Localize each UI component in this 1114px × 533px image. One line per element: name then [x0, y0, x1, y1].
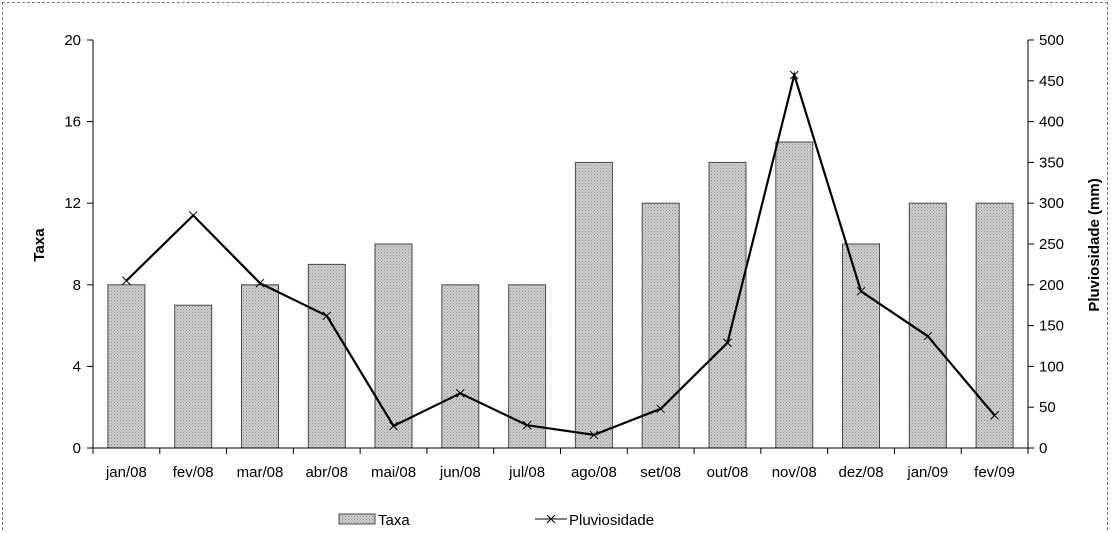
bars-layer — [107, 141, 1014, 449]
pluviosidade-point-jan-08 — [122, 276, 131, 286]
legend-marker-line — [546, 514, 556, 524]
x-tick-label: mai/08 — [371, 464, 416, 481]
y-tick-label-right: 150 — [1039, 318, 1064, 335]
bar-fev-09 — [975, 202, 1014, 449]
y-tick-label-right: 400 — [1039, 114, 1064, 131]
x-tick-label: fev/08 — [173, 464, 214, 481]
x-tick-label: jul/08 — [508, 464, 545, 481]
y-tick-label-right: 200 — [1039, 277, 1064, 294]
pluviosidade-point-ago-08 — [589, 430, 599, 440]
legend: Taxa Pluviosidade — [338, 512, 654, 529]
bar-nov-08 — [775, 141, 814, 449]
x-tick-label: ago/08 — [571, 464, 617, 481]
legend-label-pluviosidade: Pluviosidade — [569, 512, 654, 529]
x-tick-label: jan/08 — [105, 464, 147, 481]
pluviosidade-line — [125, 71, 996, 437]
pluviosidade-point-abr-08 — [322, 311, 332, 321]
pluviosidade-point-mai-08 — [389, 421, 398, 431]
y-tick-label-right: 350 — [1039, 154, 1064, 171]
pluviosidade-point-jan-09 — [923, 331, 933, 341]
y-tick-label-right: 300 — [1039, 195, 1064, 212]
bar-set-08 — [641, 202, 680, 449]
bar-dez-08 — [842, 243, 880, 449]
pluviosidade-point-nov-08 — [789, 70, 799, 80]
bar-jan-08 — [107, 284, 146, 449]
x-tick-label: jun/08 — [439, 464, 481, 481]
y-tick-label-left: 20 — [64, 32, 81, 49]
y-tick-label-right: 0 — [1039, 440, 1047, 457]
pluviosidade-point-fev-08 — [188, 211, 198, 220]
pluviosidade-point-jun-08 — [455, 388, 465, 398]
x-tick-label: dez/08 — [839, 464, 884, 481]
y-tick-label-left: 8 — [73, 277, 81, 294]
y-tick-label-right: 450 — [1039, 73, 1064, 90]
y-tick-label-right: 500 — [1039, 32, 1064, 49]
x-tick-label: fev/09 — [974, 464, 1015, 481]
y-tick-label-right: 250 — [1039, 236, 1064, 253]
bar-out-08 — [708, 161, 747, 449]
legend-swatch-taxa — [338, 513, 376, 525]
pluviosidade-point-dez-08 — [856, 286, 866, 296]
bar-jan-09 — [908, 202, 947, 449]
bar-abr-08 — [307, 263, 346, 449]
x-tick-label: abr/08 — [305, 464, 348, 481]
x-tick-label: out/08 — [707, 464, 749, 481]
x-tick-label: jan/09 — [906, 464, 948, 481]
y-axis-title-right: Pluviosidade (mm) — [1086, 178, 1103, 311]
y-tick-label-left: 4 — [73, 358, 81, 375]
pluviosidade-point-fev-09 — [990, 411, 999, 420]
y-axis-title-left: Taxa — [31, 228, 48, 262]
line-layer — [122, 70, 999, 440]
pluviosidade-point-set-08 — [656, 404, 666, 414]
x-tick-label: nov/08 — [772, 464, 817, 481]
y-tick-label-left: 0 — [73, 440, 81, 457]
bar-mar-08 — [241, 284, 279, 449]
bar-ago-08 — [574, 161, 613, 449]
pluviosidade-point-jul-08 — [522, 420, 532, 430]
y-tick-label-left: 12 — [64, 195, 81, 212]
y-tick-label-right: 50 — [1039, 399, 1056, 416]
bar-fev-08 — [174, 304, 213, 449]
bar-mai-08 — [374, 243, 413, 449]
legend-label-taxa: Taxa — [378, 512, 410, 529]
y-tick-label-right: 100 — [1039, 358, 1064, 375]
bar-jun-08 — [441, 284, 480, 449]
x-tick-label: mar/08 — [237, 464, 284, 481]
pluviosidade-point-mar-08 — [255, 278, 265, 288]
y-tick-label-left: 16 — [64, 114, 81, 131]
bar-jul-08 — [508, 284, 547, 449]
axes-layer: 048121620050100150200250300350400450500j… — [64, 32, 1064, 481]
x-tick-label: set/08 — [640, 464, 681, 481]
pluviosidade-point-out-08 — [723, 338, 732, 348]
